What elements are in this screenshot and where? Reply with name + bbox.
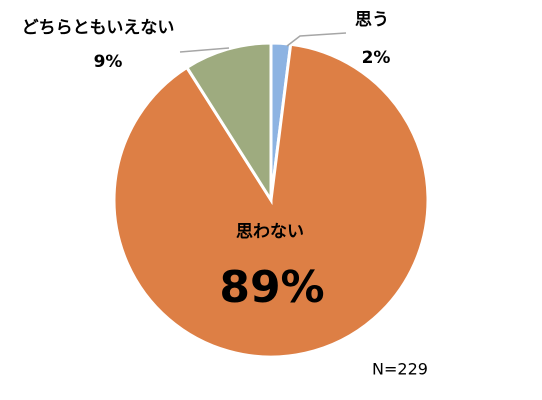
annotation: N=229: [372, 360, 428, 379]
slice-label: どちらともいえない: [22, 18, 175, 38]
leader-line: [286, 32, 347, 47]
slice-value-label: 2%: [362, 48, 391, 68]
pie-slice: [184, 41, 273, 206]
slice-value-label: 9%: [94, 52, 123, 72]
slice-label: 思う: [355, 10, 389, 30]
slice-label: 思わない: [236, 222, 304, 242]
slice-value-label: 89%: [219, 262, 324, 313]
leader-line: [179, 47, 230, 53]
slices: [112, 41, 430, 359]
